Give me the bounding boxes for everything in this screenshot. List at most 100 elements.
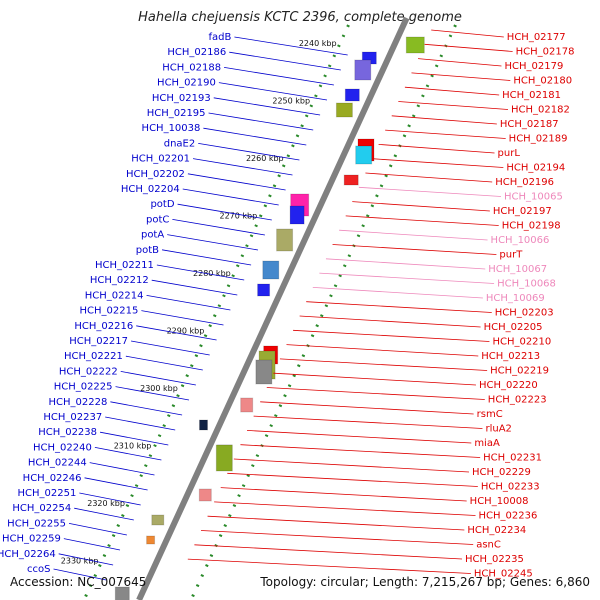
genome-backbone bbox=[136, 16, 410, 600]
leader-line-right bbox=[253, 415, 483, 429]
gene-label-left: HCH_02244 bbox=[28, 458, 87, 469]
leader-line-right bbox=[194, 544, 463, 560]
gene-label-right: HCH_02181 bbox=[502, 90, 561, 101]
leader-line-left bbox=[94, 447, 162, 461]
leader-line-right bbox=[385, 129, 506, 139]
gene-feature bbox=[114, 586, 130, 600]
kbp-tick-label: 2320 kbp bbox=[87, 499, 125, 508]
gene-label-left: HCH_02237 bbox=[43, 412, 102, 423]
leader-line-left bbox=[89, 462, 155, 476]
gene-label-right: HCH_02205 bbox=[484, 322, 543, 333]
gene-label-left: dnaE2 bbox=[164, 138, 196, 149]
leader-line-left bbox=[229, 51, 341, 71]
gene-label-right: HCH_02179 bbox=[504, 61, 563, 72]
gene-feature bbox=[146, 535, 156, 545]
gene-feature bbox=[215, 444, 233, 472]
gene-feature bbox=[343, 174, 359, 186]
gene-label-right: HCH_10069 bbox=[486, 293, 545, 304]
gene-label-right: HCH_02233 bbox=[481, 482, 540, 493]
leader-line-right bbox=[325, 258, 486, 270]
leader-line-left bbox=[208, 112, 314, 131]
gene-label-right: HCH_02203 bbox=[495, 308, 554, 319]
gene-label-right: HCH_10008 bbox=[470, 496, 529, 507]
leader-line-left bbox=[187, 173, 286, 191]
gene-label-left: HCH_02190 bbox=[157, 78, 216, 89]
gene-label-right: HCH_02197 bbox=[493, 206, 552, 217]
gene-label-left: HCH_02251 bbox=[18, 488, 77, 499]
leader-line-right bbox=[391, 115, 497, 125]
gene-label-left: HCH_02240 bbox=[33, 442, 92, 453]
leader-line-right bbox=[352, 201, 490, 212]
kbp-tick-label: 2250 kbp bbox=[272, 97, 310, 106]
gene-label-right: HCH_02210 bbox=[492, 337, 551, 348]
leader-line-right bbox=[240, 444, 481, 458]
page-title: Hahella chejuensis KCTC 2396, complete g… bbox=[138, 10, 462, 25]
gene-label-right: HCH_02177 bbox=[507, 32, 566, 43]
gene-feature bbox=[405, 36, 425, 54]
gene-label-right: asnC bbox=[476, 540, 501, 551]
gene-label-left: HCH_02195 bbox=[147, 108, 206, 119]
leader-line-left bbox=[136, 325, 217, 341]
gene-label-left: HCH_02186 bbox=[167, 47, 226, 58]
leader-line-left bbox=[105, 416, 176, 431]
gene-feature bbox=[240, 397, 254, 413]
leader-line-right bbox=[339, 229, 488, 241]
leader-line-left bbox=[177, 203, 272, 221]
gene-label-left: HCH_02214 bbox=[85, 290, 144, 301]
leader-line-right bbox=[319, 272, 495, 284]
genome-summary-text: Topology: circular; Length: 7,215,267 bp… bbox=[260, 575, 590, 589]
leader-line-left bbox=[234, 36, 348, 56]
leader-line-left bbox=[79, 492, 141, 506]
leader-line-right bbox=[273, 372, 476, 386]
gene-feature bbox=[255, 359, 273, 385]
gene-label-right: HCH_02189 bbox=[509, 134, 568, 145]
gene-label-right: HCH_02220 bbox=[479, 380, 538, 391]
leader-line-right bbox=[365, 172, 493, 183]
leader-line-right bbox=[214, 501, 476, 516]
gene-feature bbox=[355, 145, 373, 165]
kbp-tick-label: 2280 kbp bbox=[193, 269, 231, 278]
leader-line-right bbox=[233, 458, 470, 473]
leader-line-right bbox=[200, 530, 474, 545]
gene-label-right: HCH_02182 bbox=[511, 105, 570, 116]
leader-line-left bbox=[198, 143, 300, 161]
gene-label-right: HCH_02180 bbox=[513, 76, 572, 87]
gene-label-right: HCH_02236 bbox=[479, 511, 538, 522]
kbp-tick-label: 2270 kbp bbox=[219, 212, 257, 221]
gene-label-left: HCH_02259 bbox=[2, 534, 61, 545]
gene-label-right: rluA2 bbox=[485, 424, 511, 435]
leader-line-left bbox=[84, 477, 148, 491]
leader-line-right bbox=[411, 72, 511, 81]
gene-label-left: HCH_02222 bbox=[59, 366, 118, 377]
leader-line-right bbox=[371, 158, 504, 168]
leader-line-left bbox=[115, 386, 190, 401]
leader-line-right bbox=[293, 329, 490, 342]
leader-line-right bbox=[286, 344, 479, 357]
gene-label-right: HCH_02187 bbox=[500, 119, 559, 130]
gene-label-right: HCH_02219 bbox=[490, 366, 549, 377]
kbp-tick-label: 2310 kbp bbox=[114, 442, 152, 451]
gene-label-left: HCH_02202 bbox=[126, 169, 185, 180]
gene-label-left: HCH_02201 bbox=[131, 154, 190, 165]
gene-label-right: HCH_02229 bbox=[472, 467, 531, 478]
gene-feature bbox=[257, 283, 271, 297]
gene-label-right: purT bbox=[499, 250, 523, 261]
gene-label-left: HCH_02217 bbox=[69, 336, 128, 347]
leader-line-left bbox=[161, 249, 252, 266]
leader-line-right bbox=[404, 86, 500, 96]
gene-label-left: ccoS bbox=[27, 564, 50, 575]
leader-line-left bbox=[120, 371, 196, 386]
leader-line-right bbox=[424, 43, 513, 52]
gene-label-right: HCH_02198 bbox=[502, 221, 561, 232]
leader-line-right bbox=[345, 215, 499, 226]
gene-label-right: HCH_10066 bbox=[491, 235, 550, 246]
kbp-tick-label: 2260 kbp bbox=[246, 154, 284, 163]
gene-label-left: HCH_02264 bbox=[0, 549, 56, 560]
gene-feature bbox=[289, 205, 305, 225]
gene-feature bbox=[354, 59, 372, 81]
leader-line-right bbox=[266, 387, 485, 400]
gene-label-left: HCH_02228 bbox=[49, 397, 108, 408]
leader-line-right bbox=[220, 487, 467, 502]
leader-line-right bbox=[418, 58, 502, 67]
leader-line-right bbox=[398, 101, 509, 110]
